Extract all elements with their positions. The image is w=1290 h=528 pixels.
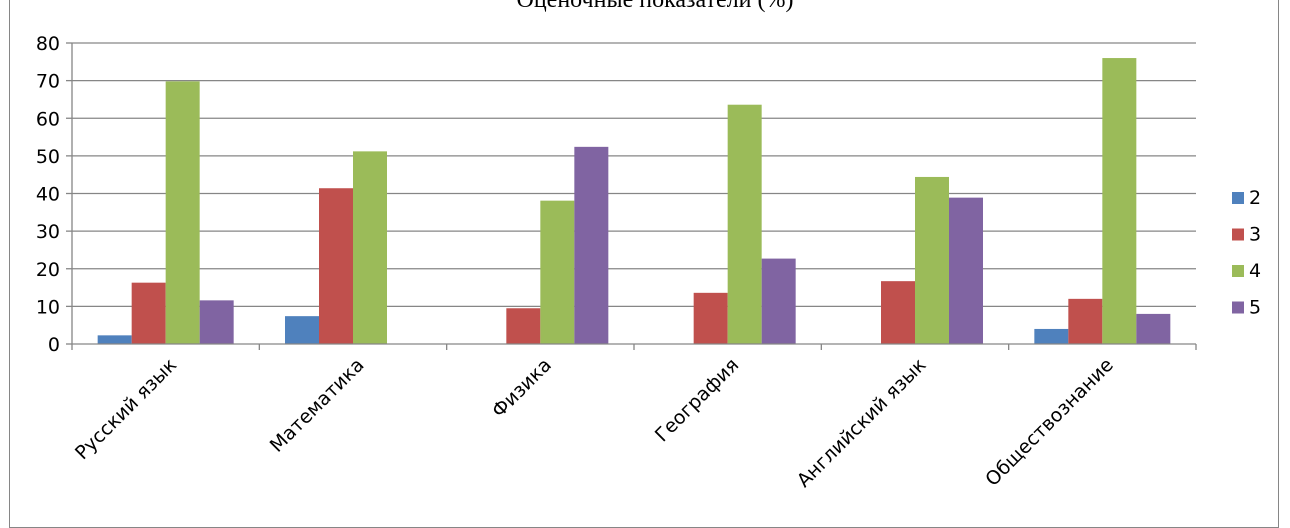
axes [66, 42, 1197, 350]
bar [353, 151, 387, 344]
gridlines [72, 42, 1196, 308]
y-tick-label: 40 [36, 184, 60, 206]
y-tick-labels: 0 10 20 30 40 50 60 70 80 [36, 33, 60, 356]
bar [285, 316, 319, 344]
bar-chart: 0 10 20 30 40 50 60 70 80 Русский язык Математика… [36, 0, 1261, 492]
bar [761, 258, 796, 344]
bar [131, 282, 166, 344]
chart-area: 0 10 20 30 40 50 60 70 80 Русский язык Математика… [9, 0, 1279, 528]
bar [915, 176, 949, 344]
bar [693, 292, 728, 344]
bar [165, 81, 200, 344]
y-tick-label: 70 [36, 71, 60, 93]
x-tick-label: Английский язык [793, 354, 931, 492]
y-tick-label: 10 [36, 296, 60, 318]
y-tick-label: 60 [36, 108, 60, 130]
bar [949, 197, 983, 344]
bar [540, 200, 575, 344]
bar [97, 335, 132, 344]
x-tick-label: География [651, 354, 743, 446]
bar [1034, 328, 1069, 344]
legend-label: 3 [1249, 224, 1261, 246]
y-tick-label: 80 [36, 33, 60, 55]
y-tick-label: 30 [36, 221, 60, 243]
y-tick-label: 0 [48, 334, 60, 356]
bar [881, 281, 915, 344]
legend-swatch [1232, 301, 1244, 314]
bar [199, 300, 234, 344]
legend: 2 3 4 5 [1232, 187, 1261, 319]
bar [1068, 298, 1103, 344]
bar [319, 188, 353, 344]
bars [97, 58, 1171, 345]
legend-swatch [1232, 228, 1244, 241]
legend-label: 2 [1249, 187, 1261, 209]
bar [1102, 58, 1137, 345]
legend-swatch [1232, 192, 1244, 204]
legend-label: 5 [1249, 297, 1261, 319]
y-tick-label: 50 [36, 146, 60, 168]
x-tick-label: Русский язык [71, 354, 181, 464]
legend-label: 4 [1249, 260, 1261, 282]
chart-title: Оценочные показатели (%) [517, 0, 794, 13]
x-tick-label: Физика [488, 354, 556, 422]
bar [1136, 313, 1171, 344]
bar [727, 104, 762, 344]
x-tick-labels: Русский язык Математика Физика География Анг… [71, 354, 1118, 492]
y-tick-label: 20 [36, 259, 60, 281]
x-tick-label: Обществознание [981, 354, 1118, 491]
bar [574, 146, 609, 344]
bar [506, 308, 541, 344]
legend-swatch [1232, 265, 1244, 277]
x-tick-label: Математика [266, 354, 369, 457]
